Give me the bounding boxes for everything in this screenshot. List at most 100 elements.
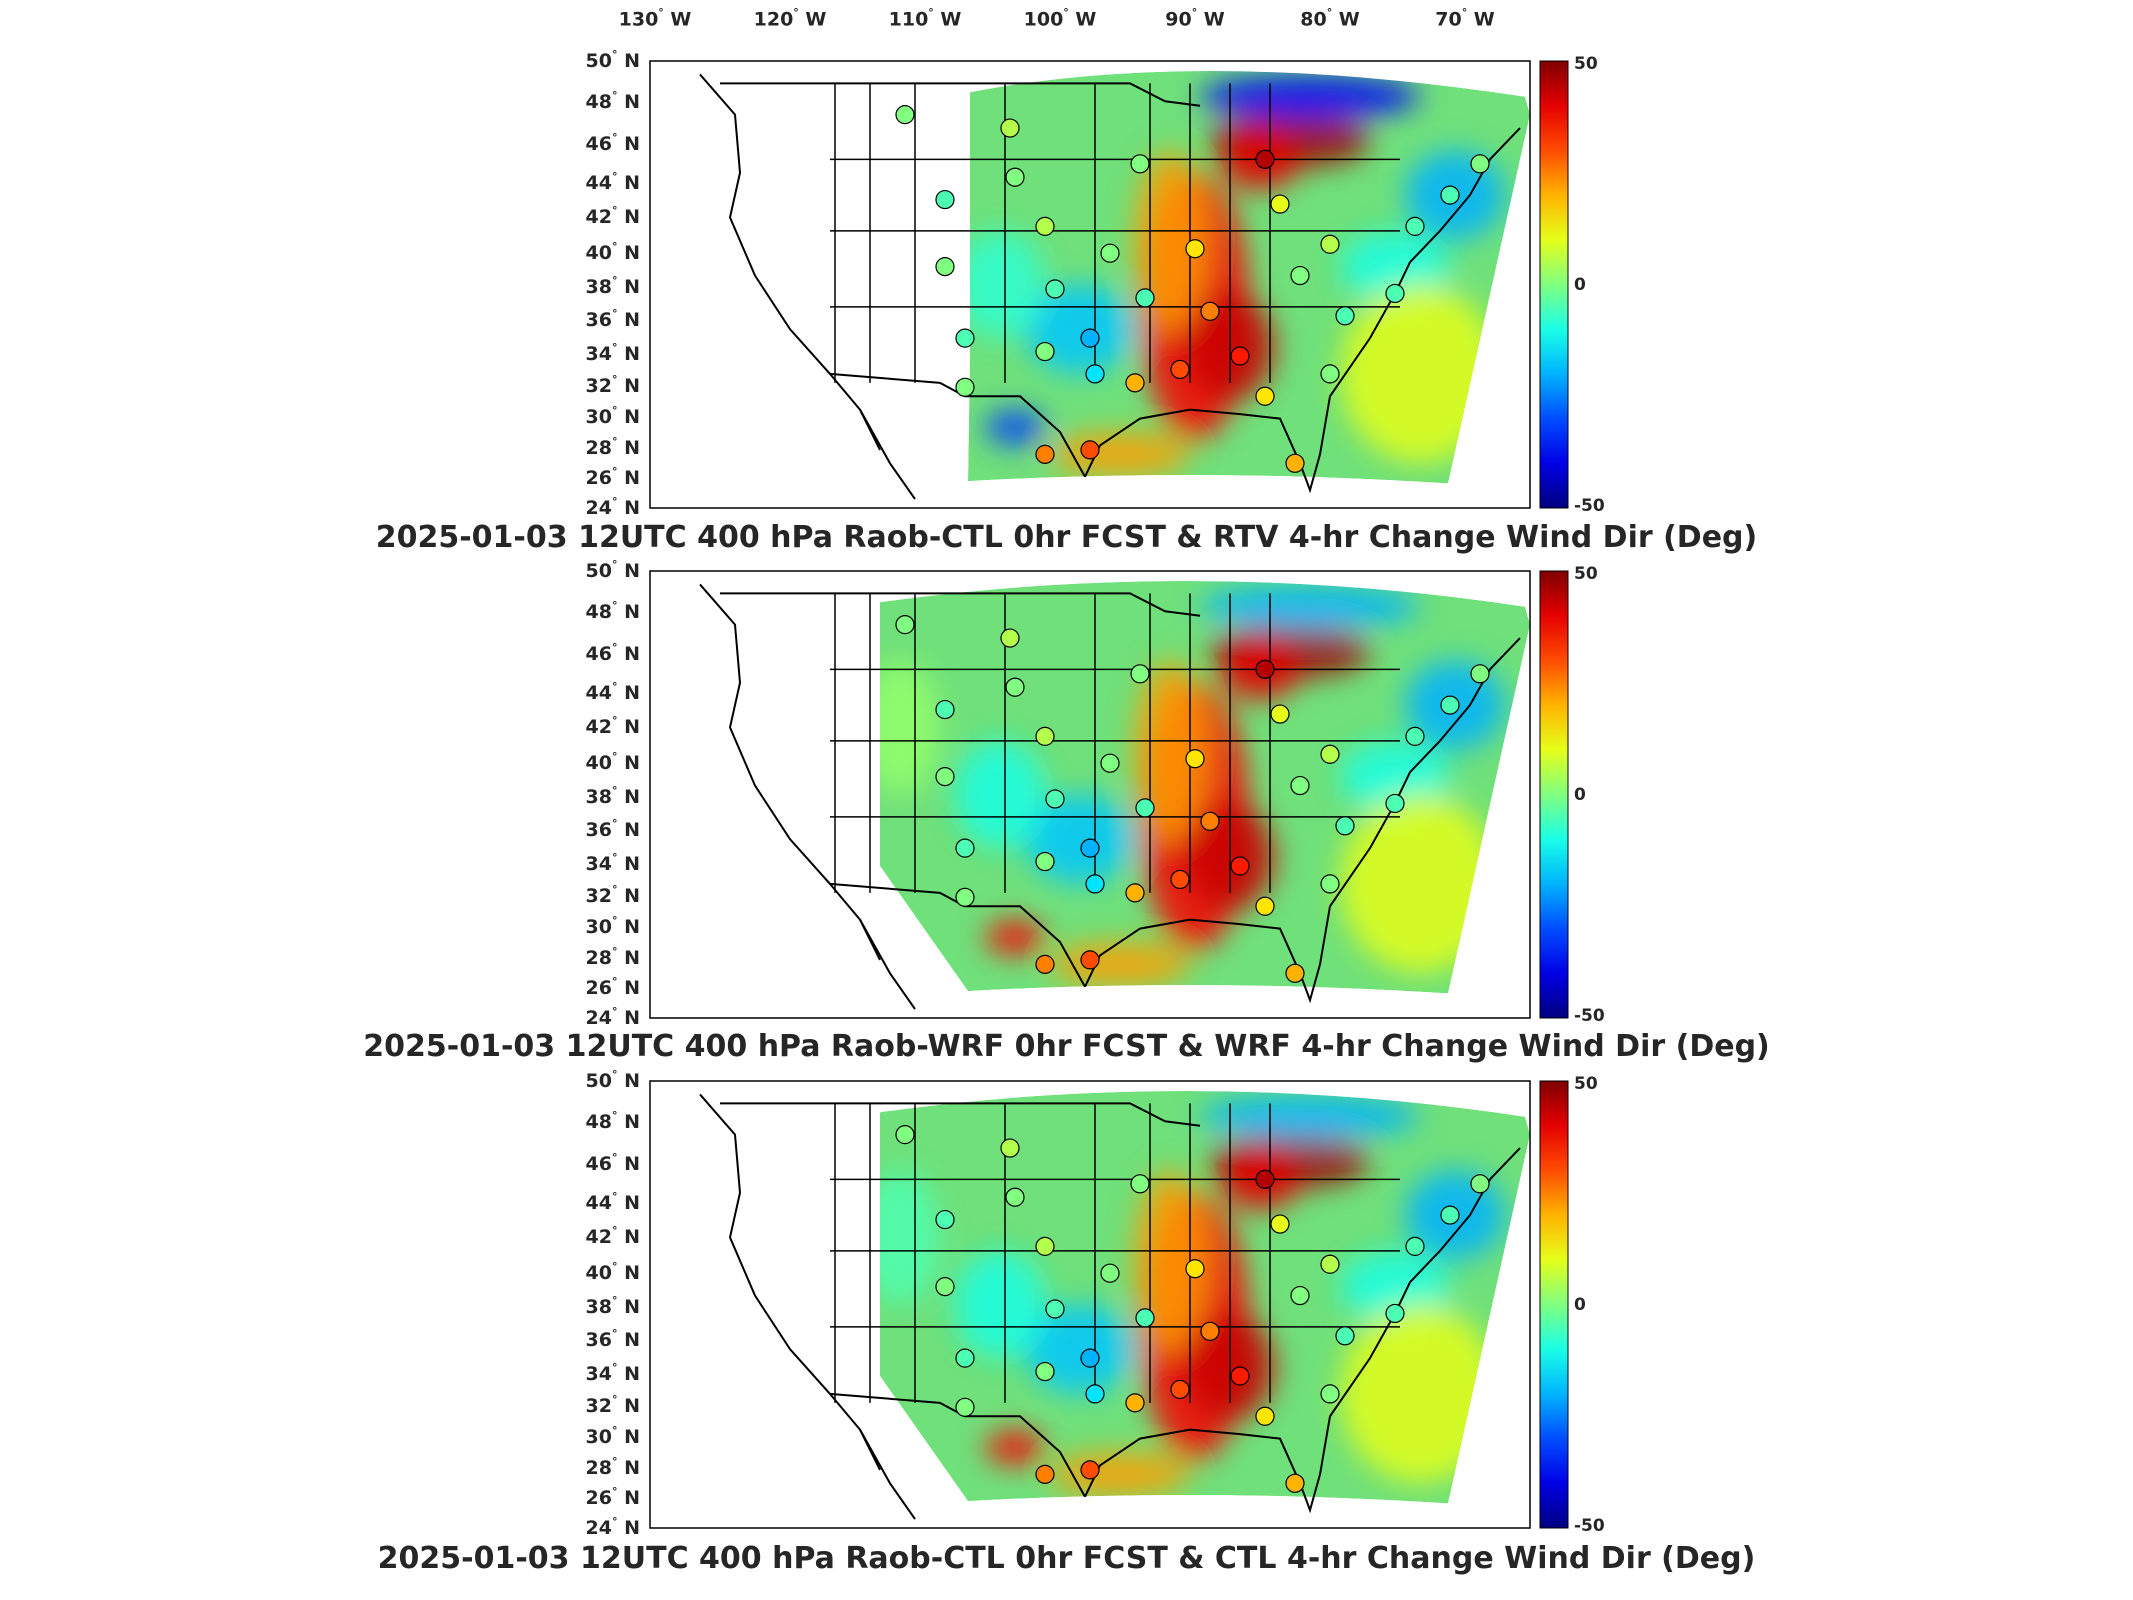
raob-station-marker (1290, 775, 1310, 796)
raob-station-marker (1470, 154, 1490, 174)
lat-tick-label: 24° N (585, 1004, 640, 1030)
raob-station-marker (1125, 373, 1145, 393)
raob-station-marker (1335, 306, 1355, 326)
lat-tick-label: 44° N (585, 679, 640, 704)
raob-station-marker (935, 257, 955, 277)
boundaries (699, 73, 1521, 500)
raob-station-marker (1440, 695, 1460, 715)
raob-station-marker (1125, 1393, 1145, 1413)
field-anomaly (955, 1250, 1045, 1359)
lat-tick-label: 40° N (585, 1260, 640, 1285)
raob-station-marker (1035, 726, 1055, 746)
lat-tick-label: 46° N (585, 640, 640, 666)
lat-tick-label: 26° N (585, 464, 640, 489)
colorbar-tick-label: 0 (1574, 274, 1586, 295)
lat-tick-label: 46° N (585, 1150, 640, 1176)
raob-station-marker (1470, 664, 1490, 684)
raob-station-marker (1035, 216, 1055, 236)
raob-station-marker (1270, 194, 1290, 214)
raob-station-marker (1270, 1214, 1290, 1234)
lat-tick-label: 32° N (585, 1393, 640, 1418)
raob-station-marker (1255, 1406, 1275, 1426)
raob-station-marker (1080, 440, 1100, 460)
panel-caption: 2025-01-03 12UTC 400 hPa Raob-WRF 0hr FC… (363, 1029, 1770, 1064)
raob-station-marker (1135, 288, 1155, 308)
raob-station-marker (1100, 243, 1120, 263)
raob-station-marker (1230, 856, 1250, 876)
field-anomaly (1135, 1170, 1205, 1350)
raob-station-marker (1045, 1299, 1065, 1319)
mexico-border (829, 882, 1086, 988)
colorbar (1539, 1080, 1569, 1529)
colorbar-tick-label: 50 (1574, 1074, 1598, 1094)
lat-tick-label: 32° N (585, 883, 640, 908)
raob-station-marker (1320, 744, 1340, 764)
colorbar (1539, 60, 1569, 509)
raob-station-marker (1285, 1473, 1305, 1493)
raob-station-marker (1200, 1321, 1220, 1341)
lat-tick-label: 46° N (585, 130, 640, 156)
gulf-coastline (1084, 1416, 1331, 1514)
colorbar-tick-label: -50 (1574, 496, 1605, 516)
field-anomaly (1135, 660, 1205, 840)
raob-station-marker (1200, 811, 1220, 831)
west-coastline (699, 1093, 881, 1471)
baja-coastline (859, 919, 916, 1010)
raob-station-marker (935, 1277, 955, 1297)
lat-tick-label: 44° N (585, 1189, 640, 1214)
raob-station-marker (1385, 1303, 1405, 1324)
raob-station-marker (1335, 1326, 1355, 1346)
mexico-border (829, 1392, 1086, 1498)
lat-tick-label: 34° N (585, 1360, 640, 1385)
raob-station-marker (1035, 1361, 1055, 1382)
raob-station-marker (1045, 789, 1065, 809)
raob-station-marker (1290, 265, 1310, 286)
boundaries (699, 1093, 1521, 1520)
raob-station-marker (1270, 704, 1290, 724)
map-frame (649, 570, 1531, 1019)
raob-station-marker (955, 887, 975, 907)
raob-station-marker (1385, 793, 1405, 814)
raob-station-marker (1035, 444, 1055, 464)
raob-station-marker (895, 1125, 915, 1145)
raob-station-marker (1000, 628, 1020, 648)
lat-tick-label: 30° N (585, 914, 640, 939)
field-anomaly (1135, 150, 1205, 330)
colorbar (1539, 570, 1569, 1019)
gulf-coastline (1084, 396, 1331, 494)
colorbar-tick-label: -50 (1574, 1516, 1605, 1536)
map-panel-wrf: 2025-01-03 12UTC 400 hPa Raob-WRF 0hr FC… (363, 570, 1770, 1064)
field-anomaly (1340, 794, 1500, 974)
raob-station-marker (1470, 1174, 1490, 1194)
lat-tick-label: 24° N (585, 494, 640, 520)
raob-station-marker (955, 838, 975, 858)
lat-tick-label: 30° N (585, 1424, 640, 1449)
lat-tick-label: 36° N (585, 1327, 640, 1352)
raob-station-marker (1320, 234, 1340, 254)
raob-stations (895, 105, 1490, 473)
raob-station-marker (1005, 167, 1025, 187)
lat-tick-label: 38° N (585, 783, 640, 808)
raob-station-marker (1255, 149, 1275, 169)
field-anomaly (1050, 1452, 1190, 1497)
canada-border (720, 82, 1201, 107)
raob-station-marker (1080, 1348, 1100, 1368)
gulf-coastline (1084, 906, 1331, 1004)
lat-tick-label: 42° N (585, 204, 640, 229)
map-panel-rtv: 2025-01-03 12UTC 400 hPa Raob-CTL 0hr FC… (0, 0, 2133, 560)
colorbar-tick-label: 0 (1574, 784, 1586, 805)
lon-tick-label: 110° W (888, 6, 962, 31)
raob-station-marker (1320, 1384, 1340, 1404)
lat-tick-label: 26° N (585, 974, 640, 999)
raob-station-marker (955, 1397, 975, 1417)
raob-station-marker (1135, 798, 1155, 818)
raob-station-marker (1005, 677, 1025, 697)
canada-border (720, 1102, 1201, 1127)
field-anomaly (1340, 1304, 1500, 1484)
raob-station-marker (1035, 341, 1055, 362)
lat-tick-label: 40° N (585, 750, 640, 775)
raob-station-marker (1170, 1379, 1190, 1400)
wind-direction-field (880, 581, 1530, 994)
